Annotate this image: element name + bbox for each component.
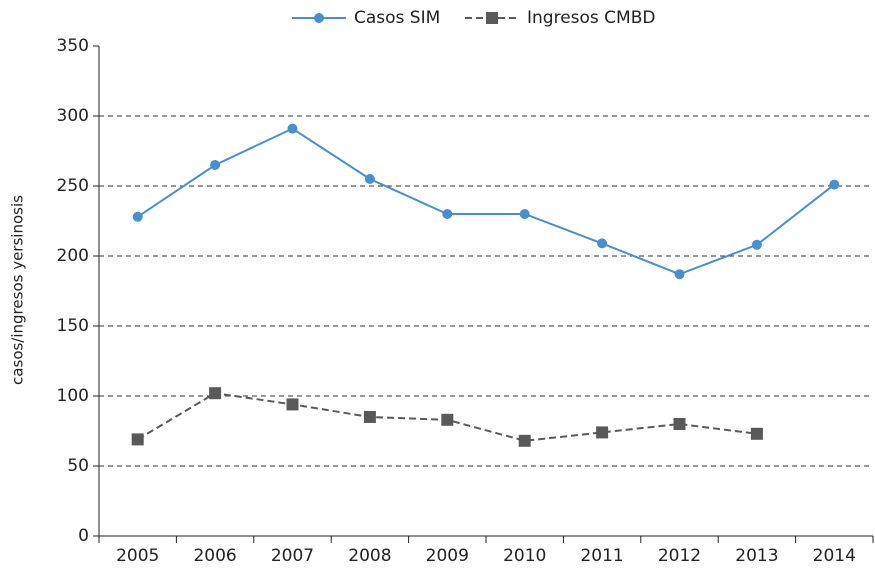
x-tick-label: 2007 <box>271 546 314 566</box>
data-point <box>131 433 144 446</box>
x-tick-label: 2006 <box>193 546 236 566</box>
y-tick-label: 0 <box>78 526 89 546</box>
data-point <box>596 426 609 439</box>
data-point <box>441 413 454 426</box>
data-point <box>209 387 222 400</box>
data-point <box>518 434 531 447</box>
data-point <box>673 418 686 430</box>
data-point <box>442 209 453 219</box>
data-point <box>210 160 221 170</box>
y-tick-label: 200 <box>57 246 89 266</box>
data-point <box>519 209 530 219</box>
y-tick-label: 350 <box>57 36 89 56</box>
y-tick-label: 150 <box>57 316 89 336</box>
x-tick-label: 2011 <box>580 546 623 566</box>
legend-label: Casos SIM <box>354 8 440 28</box>
y-tick-label: 50 <box>67 456 89 476</box>
data-point <box>287 123 298 134</box>
data-point <box>364 174 375 184</box>
y-tick-label: 100 <box>57 386 89 406</box>
x-tick-label: 2009 <box>426 546 469 566</box>
data-point <box>751 239 762 250</box>
legend-label: Ingresos CMBD <box>527 8 655 28</box>
x-tick-label: 2010 <box>503 546 546 566</box>
data-point <box>132 211 143 222</box>
data-point <box>597 238 608 249</box>
data-point <box>750 427 763 440</box>
x-tick-label: 2014 <box>813 546 856 566</box>
x-tick-label: 2008 <box>348 546 391 566</box>
data-point <box>829 179 840 190</box>
legend-marker <box>314 13 324 23</box>
legend-marker <box>486 12 498 24</box>
x-tick-label: 2005 <box>116 546 159 566</box>
x-tick-label: 2013 <box>735 546 778 566</box>
data-point <box>286 398 299 411</box>
series-line <box>137 127 835 276</box>
y-tick-label: 300 <box>57 106 89 126</box>
data-point <box>674 269 685 280</box>
y-tick-label: 250 <box>57 176 89 196</box>
data-point <box>363 411 376 423</box>
y-axis-label: casos/ingresos yersinosis <box>9 195 27 385</box>
x-tick-label: 2012 <box>658 546 701 566</box>
